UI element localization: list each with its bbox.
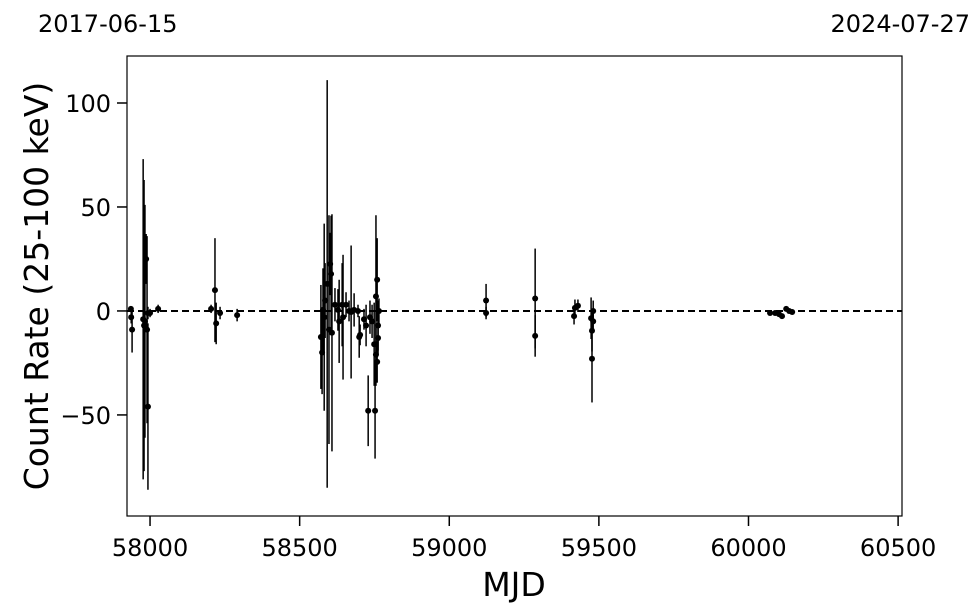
point [590, 318, 597, 325]
point [357, 331, 364, 338]
point [334, 306, 341, 313]
point [327, 260, 334, 267]
point [328, 329, 335, 336]
x-tick-label: 60500 [860, 534, 936, 562]
point [213, 320, 220, 327]
point [217, 310, 224, 317]
x-axis-label: MJD [482, 565, 546, 604]
point [374, 276, 381, 283]
x-tick-label: 58500 [261, 534, 337, 562]
point [322, 297, 329, 304]
point [483, 310, 490, 317]
x-tick-label: 59000 [411, 534, 487, 562]
point [143, 255, 150, 262]
plot-frame [126, 55, 903, 517]
point [363, 322, 370, 329]
point [789, 308, 796, 315]
point [336, 318, 343, 325]
point [144, 326, 151, 333]
point [144, 403, 151, 410]
y-tick-label: 50 [80, 194, 111, 222]
point [375, 334, 382, 341]
point [127, 305, 134, 312]
point [532, 295, 539, 302]
y-axis-label: Count Rate (25-100 keV) [17, 82, 56, 491]
point [571, 313, 578, 320]
point [589, 327, 595, 334]
point [234, 312, 241, 319]
point [779, 313, 786, 320]
point [331, 301, 338, 308]
y-tick-label: 0 [96, 298, 111, 326]
point [141, 318, 148, 325]
point [147, 310, 154, 317]
point [129, 326, 136, 333]
point [371, 341, 378, 348]
point [155, 305, 162, 312]
start-date: 2017-06-15 [38, 10, 177, 38]
point [372, 407, 379, 414]
point [321, 314, 328, 321]
y-tick-label: −50 [60, 402, 111, 430]
point [532, 332, 539, 339]
point [375, 322, 382, 329]
point [589, 355, 595, 362]
point [324, 280, 331, 287]
point [317, 333, 324, 340]
point [365, 407, 372, 414]
x-tick-label: 58000 [112, 534, 188, 562]
point [355, 307, 362, 314]
point [211, 287, 218, 294]
point [369, 318, 376, 325]
point [483, 297, 490, 304]
point [767, 310, 774, 317]
end-date: 2024-07-27 [831, 10, 970, 38]
x-tick-label: 59500 [561, 534, 637, 562]
point [374, 358, 381, 365]
point [574, 302, 581, 309]
point [328, 270, 335, 277]
y-tick-label: 100 [65, 90, 111, 118]
point [208, 305, 215, 312]
point [372, 351, 379, 358]
point [375, 307, 382, 314]
point [340, 314, 347, 321]
x-tick-label: 60000 [710, 534, 786, 562]
point [372, 293, 379, 300]
point [319, 349, 326, 356]
point [343, 301, 350, 308]
point [360, 316, 367, 323]
point [319, 306, 326, 313]
point [590, 307, 597, 314]
point [128, 314, 135, 321]
